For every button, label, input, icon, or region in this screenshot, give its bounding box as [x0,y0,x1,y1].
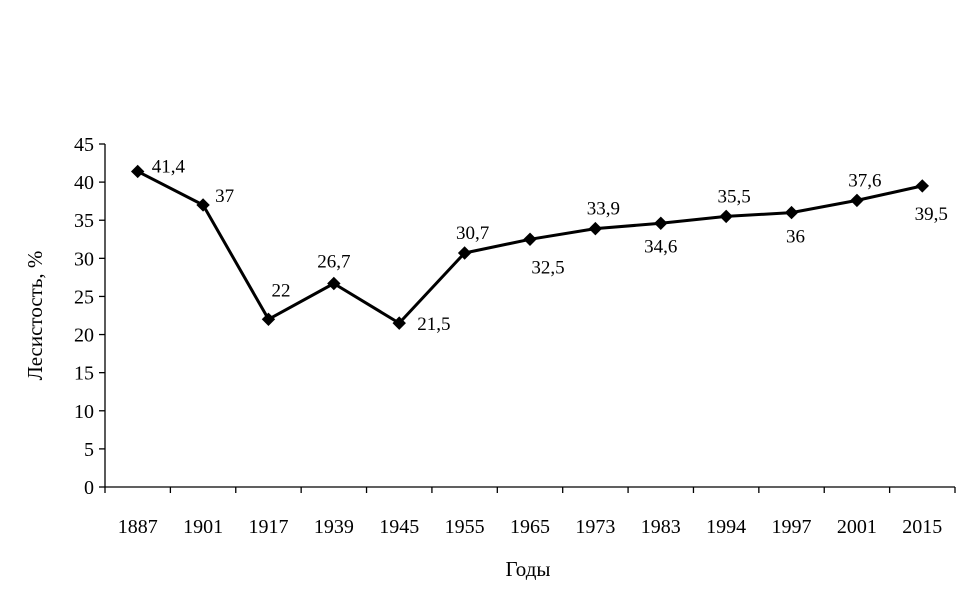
x-tick-label: 1973 [575,516,615,538]
x-tick-label: 1901 [183,516,223,538]
data-point-marker [457,246,472,260]
data-point-marker [915,179,930,193]
y-tick-label: 0 [84,477,94,499]
x-axis-title: Годы [506,557,551,581]
data-label: 36 [786,227,805,248]
data-point-marker [130,164,145,179]
data-label: 21,5 [417,314,450,335]
data-label: 34,6 [644,236,677,257]
data-point-marker [327,276,341,291]
y-tick-label: 15 [74,363,94,385]
x-tick-label: 1997 [772,516,812,538]
data-point-marker [850,193,864,208]
x-tick-label: 1917 [248,516,288,538]
data-point-marker [196,198,210,212]
x-tick-label: 1955 [445,516,485,538]
y-tick-label: 10 [74,401,94,423]
x-tick-label: 2015 [902,516,942,538]
y-tick-label: 20 [74,325,94,347]
x-tick-label: 1965 [510,516,550,538]
data-label: 32,5 [531,257,564,278]
data-label: 37 [215,186,234,207]
data-point-marker [261,312,276,327]
x-axis: 1887 1901 1917 1939 1945 1955 1965 1973 1983 1994… [104,486,956,538]
data-label: 41,4 [152,156,186,177]
data-point-marker [654,216,668,230]
y-tick-label: 5 [84,439,94,461]
data-label: 33,9 [587,199,620,220]
x-tick-label: 1887 [118,516,158,538]
data-point-marker [588,221,603,236]
y-tick-label: 40 [74,172,94,194]
y-tick-label: 30 [74,248,94,270]
data-label: 37,6 [848,170,881,191]
x-tick-label: 1939 [314,516,354,538]
data-point-marker [719,209,733,224]
x-tick-label: 1994 [706,516,746,538]
data-label: 22 [271,280,290,301]
data-point-marker [392,316,406,330]
x-tick-label: 1945 [379,516,419,538]
data-label: 30,7 [456,223,489,244]
x-tick-label: 1983 [641,516,681,538]
data-point-marker [784,205,799,220]
data-point-marker [523,232,537,246]
y-tick-label: 35 [74,210,94,232]
data-label-layer: 41,4 37 22 26,7 21,5 30,7 32,5 33,9 34,6 35,5 36 37… [152,156,948,335]
data-label: 26,7 [317,251,350,272]
data-label: 35,5 [718,186,751,207]
x-tick-label: 2001 [837,516,877,538]
y-tick-label: 25 [74,286,94,308]
series-layer [130,164,930,330]
y-axis: 0 5 10 15 20 25 30 35 40 45 [74,134,106,499]
data-label: 39,5 [915,204,948,225]
y-tick-label: 45 [74,134,94,156]
y-axis-title: Лесистость, % [23,251,47,381]
